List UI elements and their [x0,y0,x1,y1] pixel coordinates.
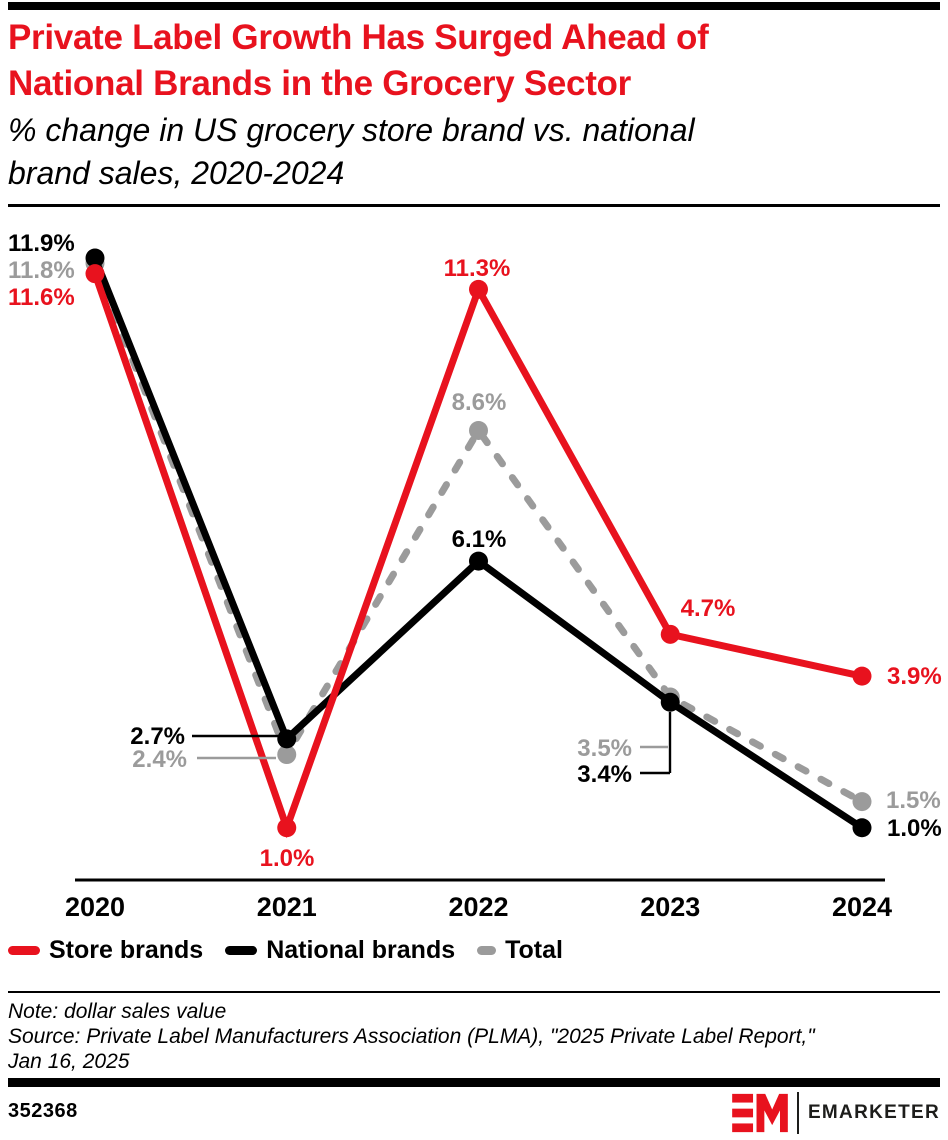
legend-label-national-brands: National brands [266,936,456,964]
legend-item-store-brands: Store brands [8,936,203,965]
notes-divider [8,991,940,993]
point-national-brands-2022 [469,551,488,571]
point-store-brands-2023 [660,624,680,644]
em-monogram-icon [732,1093,788,1133]
x-tick-label-2021: 2021 [257,892,317,922]
value-label-store-brands-2020: 11.6% [8,284,75,311]
value-label-store-brands-2022: 11.3% [444,255,511,282]
x-tick-label-2024: 2024 [832,892,892,922]
point-national-brands-2020 [85,248,105,268]
value-label-national-brands-2022: 6.1% [452,526,507,553]
store-brands-swatch-icon [8,946,40,955]
value-label-store-brands-2023: 4.7% [681,595,736,622]
source-text-line1: Source: Private Label Manufacturers Asso… [8,1025,815,1048]
x-tick-label-2023: 2023 [640,892,700,922]
point-national-brands-2021 [277,729,297,749]
value-label-total-2021: 2.4% [132,746,187,773]
legend-item-national-brands: National brands [225,936,455,965]
point-total-2022 [469,420,488,440]
legend: Store brands National brands Total [8,936,563,965]
source-text-line2: Jan 16, 2025 [8,1050,130,1073]
point-national-brands-2024 [852,818,872,838]
emarketer-logo: EMARKETER [732,1091,940,1135]
header-divider [8,204,940,207]
x-tick-label-2022: 2022 [448,892,508,922]
point-store-brands-2024 [852,666,872,686]
point-national-brands-2023 [660,692,680,712]
legend-label-total: Total [505,936,563,964]
value-label-national-brands-2023: 3.4% [577,761,632,788]
notes-block: Note: dollar sales value Source: Private… [8,999,940,1074]
national-brands-swatch-icon [225,946,258,955]
value-label-total-2024: 1.5% [886,787,941,814]
footer-divider-bar [8,1078,940,1087]
x-tick-label-2020: 2020 [65,892,125,922]
logo-divider [796,1092,799,1134]
point-total-2021 [277,745,297,765]
note-text: Note: dollar sales value [8,1000,227,1023]
value-label-store-brands-2021: 1.0% [260,845,315,872]
point-store-brands-2021 [277,818,297,838]
total-swatch-icon [477,946,497,955]
chart-id: 352368 [8,1100,78,1122]
value-label-store-brands-2024: 3.9% [887,663,942,690]
value-label-total-2020: 11.8% [8,257,75,284]
chart-subtitle: % change in US grocery store brand vs. n… [8,109,695,195]
chart-subtitle-line2: brand sales, 2020-2024 [8,155,345,191]
value-label-national-brands-2021: 2.7% [130,723,185,750]
chart-subtitle-line1: % change in US grocery store brand vs. n… [8,112,695,148]
value-label-national-brands-2024: 1.0% [887,815,942,842]
value-label-total-2022: 8.6% [452,389,507,416]
point-store-brands-2020 [85,264,105,284]
chart-title-line1: Private Label Growth Has Surged Ahead of [8,18,709,57]
chart-title: Private Label Growth Has Surged Ahead of… [8,15,709,107]
chart-title-line2: National Brands in the Grocery Sector [8,64,631,103]
top-accent-bar [8,2,940,10]
point-store-brands-2022 [469,279,488,299]
legend-label-store-brands: Store brands [49,936,204,964]
value-label-total-2023: 3.5% [577,735,632,762]
line-total [91,259,866,806]
legend-item-total: Total [477,936,563,965]
point-total-2024 [852,792,872,812]
brand-name: EMARKETER [807,1102,940,1123]
value-label-national-brands-2020: 11.9% [8,230,75,257]
